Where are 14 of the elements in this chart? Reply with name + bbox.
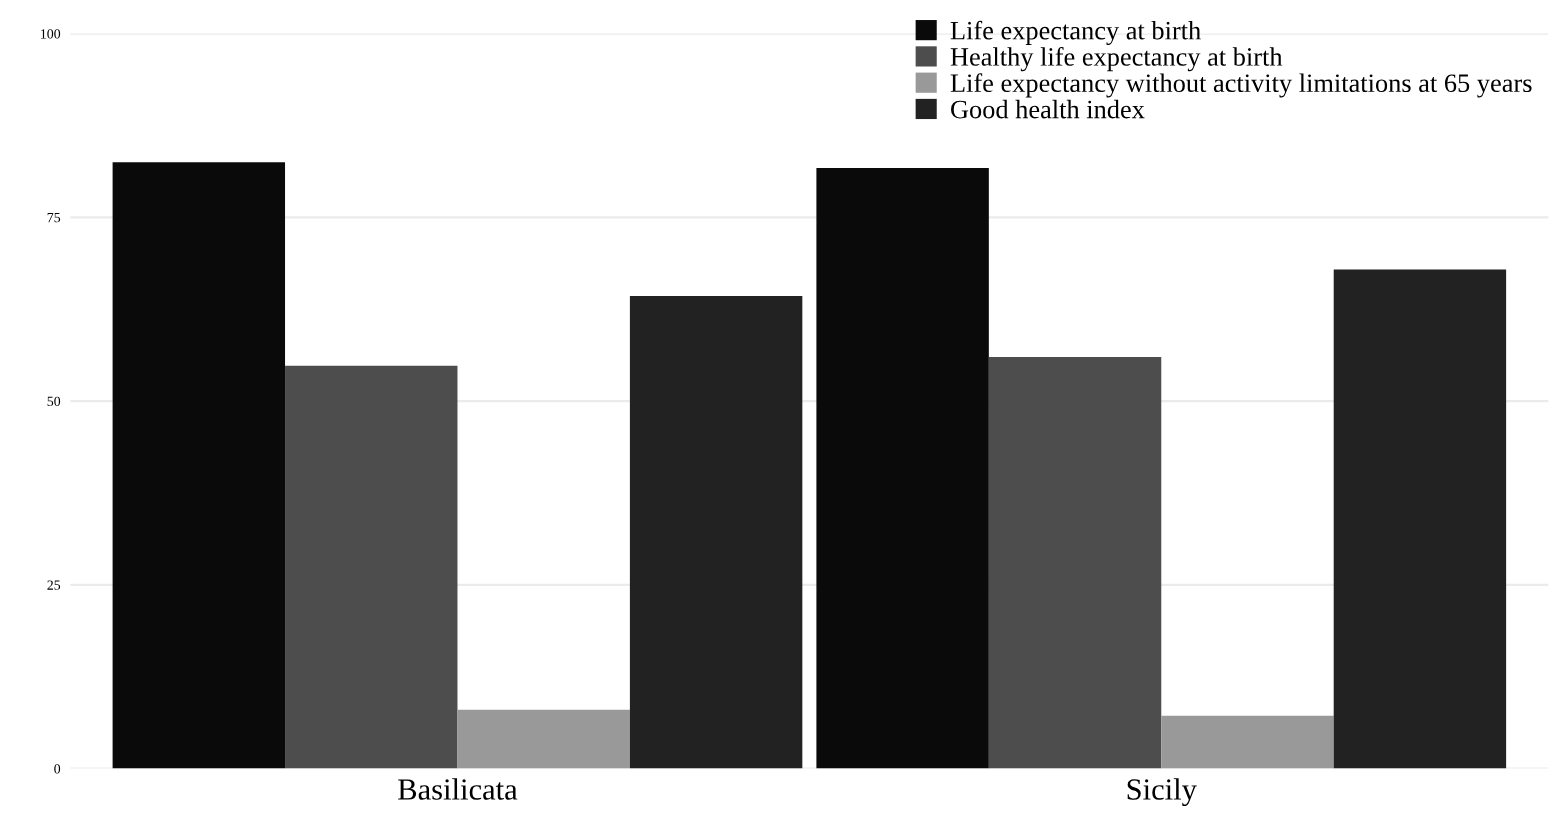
bar [816,168,989,769]
bar [285,365,458,769]
x-tick-label: Sicily [1127,778,1197,807]
legend-label: Good health index [951,99,1145,119]
bar [629,296,803,769]
bar [1333,269,1507,769]
x-tick-label: Basilicata [398,778,518,800]
bar [457,709,630,769]
bar [1161,715,1334,769]
bar [112,162,286,769]
legend-label: Life expectancy without activity limitations at 65 years [950,73,1532,98]
legend-label: Life expectancy at birth [950,20,1201,45]
bar [988,357,1162,769]
legend-label: Healthy life expectancy at birth [950,47,1283,72]
